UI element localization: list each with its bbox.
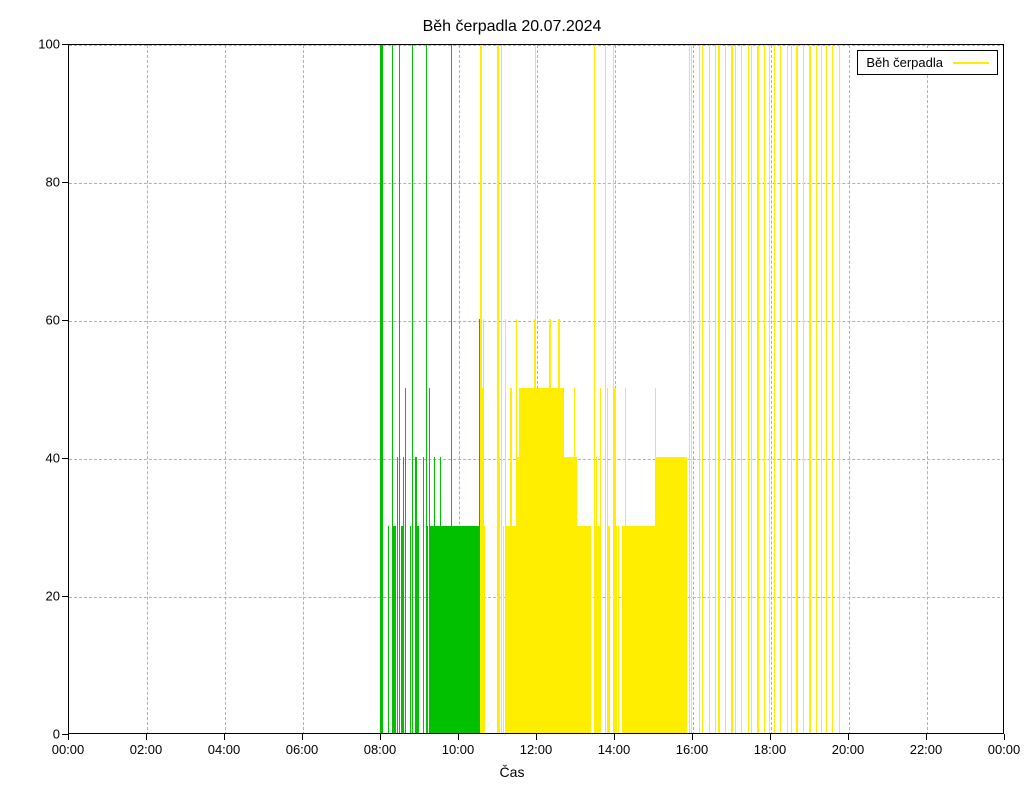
x-tick-label: 02:00 xyxy=(130,742,163,757)
x-tick xyxy=(458,734,459,740)
y-tick xyxy=(62,182,68,183)
x-tick xyxy=(380,734,381,740)
bar-yellow xyxy=(791,44,792,733)
bar-yellow xyxy=(686,457,687,733)
bar-yellow xyxy=(780,44,781,733)
legend-label: Běh čerpadla xyxy=(866,55,943,70)
bar-yellow xyxy=(735,44,736,733)
y-tick xyxy=(62,458,68,459)
x-tick xyxy=(302,734,303,740)
bar-yellow xyxy=(691,44,692,733)
bar-yellow xyxy=(803,44,804,733)
legend-swatch xyxy=(953,62,989,64)
legend-item: Běh čerpadla xyxy=(866,55,989,70)
bar-green xyxy=(423,457,424,733)
bar-yellow xyxy=(832,44,833,733)
y-tick xyxy=(62,320,68,321)
bar-yellow xyxy=(769,44,770,733)
bar-yellow xyxy=(748,44,749,733)
bar-yellow xyxy=(618,526,619,733)
x-tick xyxy=(692,734,693,740)
x-tick-label: 04:00 xyxy=(208,742,241,757)
y-tick-label: 100 xyxy=(30,37,60,52)
x-tick-label: 12:00 xyxy=(520,742,553,757)
y-tick xyxy=(62,596,68,597)
bar-yellow xyxy=(764,44,765,733)
grid-line-v xyxy=(771,45,772,734)
bar-yellow xyxy=(774,44,775,733)
x-tick-label: 00:00 xyxy=(988,742,1021,757)
x-tick-label: 22:00 xyxy=(910,742,943,757)
bar-green xyxy=(412,44,413,733)
bar-yellow xyxy=(751,44,752,733)
x-tick-label: 08:00 xyxy=(364,742,397,757)
x-tick-label: 16:00 xyxy=(676,742,709,757)
bar-yellow xyxy=(816,44,817,733)
x-tick-label: 14:00 xyxy=(598,742,631,757)
x-tick xyxy=(1004,734,1005,740)
chart-title: Běh čerpadla 20.07.2024 xyxy=(0,18,1024,36)
y-tick-label: 60 xyxy=(30,313,60,328)
y-tick-label: 20 xyxy=(30,589,60,604)
bar-yellow xyxy=(826,44,827,733)
x-tick-label: 20:00 xyxy=(832,742,865,757)
y-tick-label: 40 xyxy=(30,451,60,466)
y-tick xyxy=(62,44,68,45)
bar-yellow xyxy=(731,44,732,733)
bar-green xyxy=(399,44,400,733)
grid-line-v xyxy=(147,45,148,734)
bar-yellow xyxy=(702,44,703,733)
bar-yellow xyxy=(609,526,610,733)
x-tick xyxy=(770,734,771,740)
bar-yellow xyxy=(709,44,710,733)
x-tick-label: 06:00 xyxy=(286,742,319,757)
x-tick xyxy=(146,734,147,740)
grid-line-v xyxy=(693,45,694,734)
bar-yellow xyxy=(809,44,810,733)
bar-yellow xyxy=(699,44,700,733)
x-tick xyxy=(536,734,537,740)
x-tick xyxy=(926,734,927,740)
legend: Běh čerpadla xyxy=(857,50,998,75)
chart-root: Běh čerpadla 20.07.2024 Běh čerpadla a s… xyxy=(0,0,1024,800)
grid-line-v xyxy=(303,45,304,734)
bar-green xyxy=(405,388,406,733)
x-axis-label: Čas xyxy=(0,764,1024,780)
bar-yellow xyxy=(787,44,788,733)
x-tick xyxy=(614,734,615,740)
bar-yellow xyxy=(718,44,719,733)
bar-yellow xyxy=(741,44,742,733)
bar-green xyxy=(418,526,419,733)
x-tick xyxy=(224,734,225,740)
x-tick-label: 18:00 xyxy=(754,742,787,757)
y-tick-label: 80 xyxy=(30,175,60,190)
y-tick-label: 0 xyxy=(30,727,60,742)
x-tick xyxy=(848,734,849,740)
plot-area xyxy=(68,44,1004,734)
x-tick-label: 10:00 xyxy=(442,742,475,757)
bar-green xyxy=(382,44,383,733)
bar-yellow xyxy=(757,44,758,733)
x-tick-label: 00:00 xyxy=(52,742,85,757)
grid-line-v xyxy=(225,45,226,734)
x-tick xyxy=(68,734,69,740)
bar-yellow xyxy=(600,388,601,733)
bar-yellow xyxy=(821,44,822,733)
bar-yellow xyxy=(839,44,840,733)
bar-yellow xyxy=(503,526,504,733)
bar-yellow xyxy=(484,526,485,733)
grid-line-v xyxy=(927,45,928,734)
bar-yellow xyxy=(725,44,726,733)
bar-yellow xyxy=(715,44,716,733)
bar-yellow xyxy=(590,526,591,733)
bar-green xyxy=(388,526,389,733)
grid-line-v xyxy=(849,45,850,734)
bar-yellow xyxy=(796,44,797,733)
